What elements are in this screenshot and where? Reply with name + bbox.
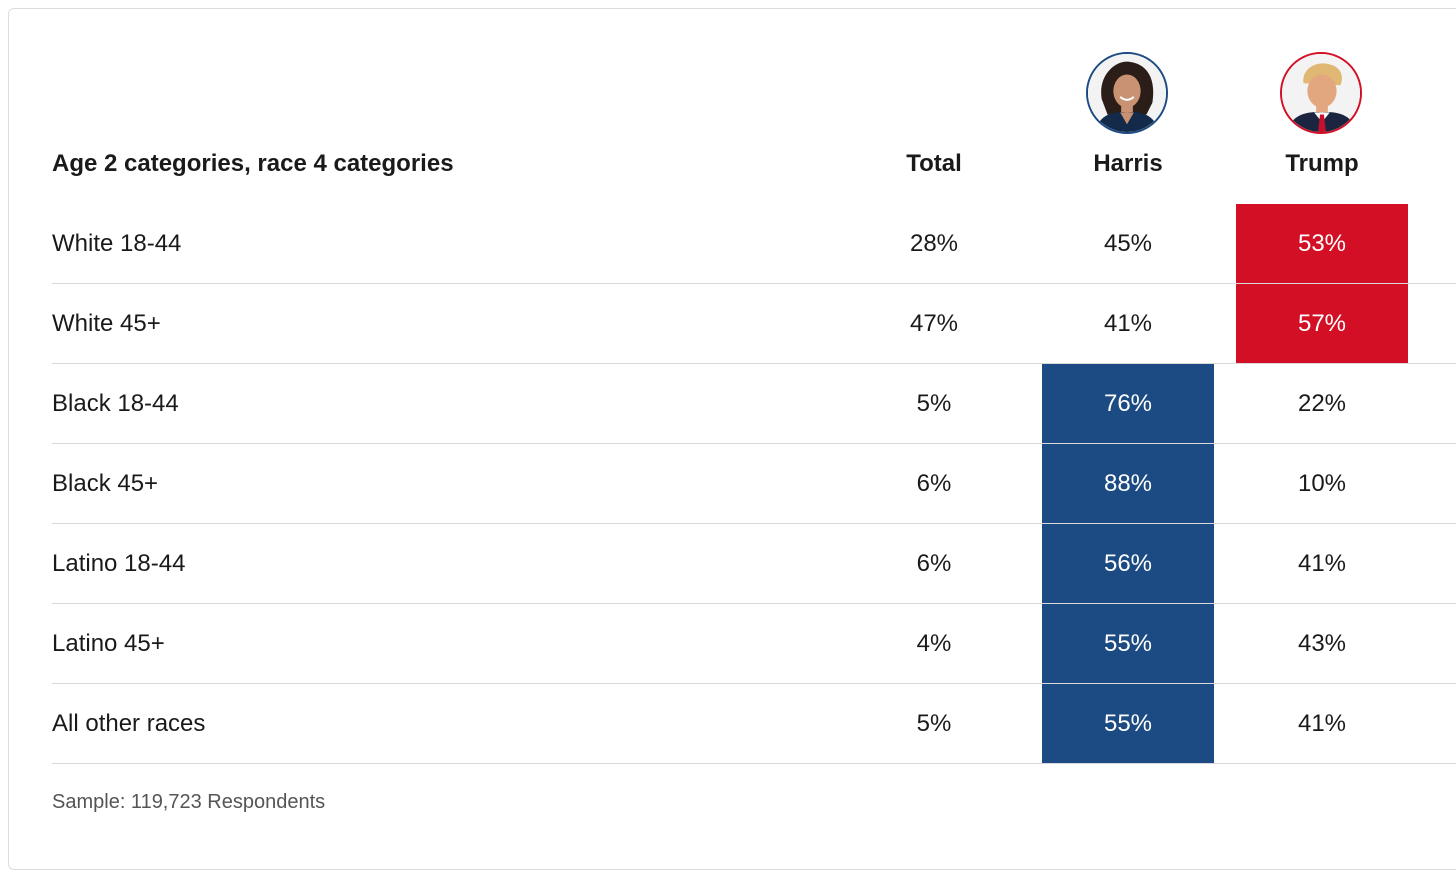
total-share-cell: 5% <box>916 390 952 417</box>
trump-share-cell: 41% <box>1297 710 1347 737</box>
trump-share-cell: 43% <box>1297 630 1347 657</box>
total-share-cell: 6% <box>916 470 952 497</box>
row-label: Black 45+ <box>52 470 159 497</box>
row-label: Black 18-44 <box>52 390 179 417</box>
row-label: Latino 18-44 <box>52 550 186 577</box>
table-row: Black 45+ 6% 88% 10% <box>52 444 1456 524</box>
harris-share-cell: 41% <box>1103 310 1153 337</box>
poll-results-card <box>8 8 1456 870</box>
total-share-cell: 4% <box>916 630 952 657</box>
table-row: White 18-44 28% 45% 53% <box>52 204 1456 284</box>
trump-share-cell: 10% <box>1297 470 1347 497</box>
harris-share-cell: 55% <box>1042 604 1214 683</box>
column-header-total: Total <box>906 150 962 177</box>
row-header-label: Age 2 categories, race 4 categories <box>52 150 454 177</box>
harris-share-cell: 55% <box>1042 684 1214 763</box>
total-share-cell: 28% <box>909 230 959 257</box>
trump-share-cell: 53% <box>1236 204 1408 283</box>
table-row: Latino 18-44 6% 56% 41% <box>52 524 1456 604</box>
row-label: All other races <box>52 710 206 737</box>
trump-share-cell: 41% <box>1297 550 1347 577</box>
row-label: White 45+ <box>52 310 161 337</box>
harris-share-cell: 45% <box>1103 230 1153 257</box>
table-row: Latino 45+ 4% 55% 43% <box>52 604 1456 684</box>
table-row: All other races 5% 55% 41% <box>52 684 1456 764</box>
results-table: White 18-44 28% 45% 53% White 45+ 47% 41% 57% Bl… <box>52 204 1456 764</box>
table-row: Black 18-44 5% 76% 22% <box>52 364 1456 444</box>
harris-share-cell: 56% <box>1042 524 1214 603</box>
harris-avatar-icon <box>1086 52 1168 134</box>
total-share-cell: 6% <box>916 550 952 577</box>
sample-size-note: Sample: 119,723 Respondents <box>52 791 326 813</box>
trump-share-cell: 57% <box>1236 284 1408 363</box>
column-header-harris: Harris <box>1093 150 1163 177</box>
total-share-cell: 5% <box>916 710 952 737</box>
total-share-cell: 47% <box>909 310 959 337</box>
row-label: White 18-44 <box>52 230 182 257</box>
table-row: White 45+ 47% 41% 57% <box>52 284 1456 364</box>
harris-share-cell: 76% <box>1042 364 1214 443</box>
trump-avatar-icon <box>1280 52 1362 134</box>
row-label: Latino 45+ <box>52 630 165 657</box>
harris-share-cell: 88% <box>1042 444 1214 523</box>
column-header-trump: Trump <box>1285 150 1359 177</box>
trump-share-cell: 22% <box>1297 390 1347 417</box>
